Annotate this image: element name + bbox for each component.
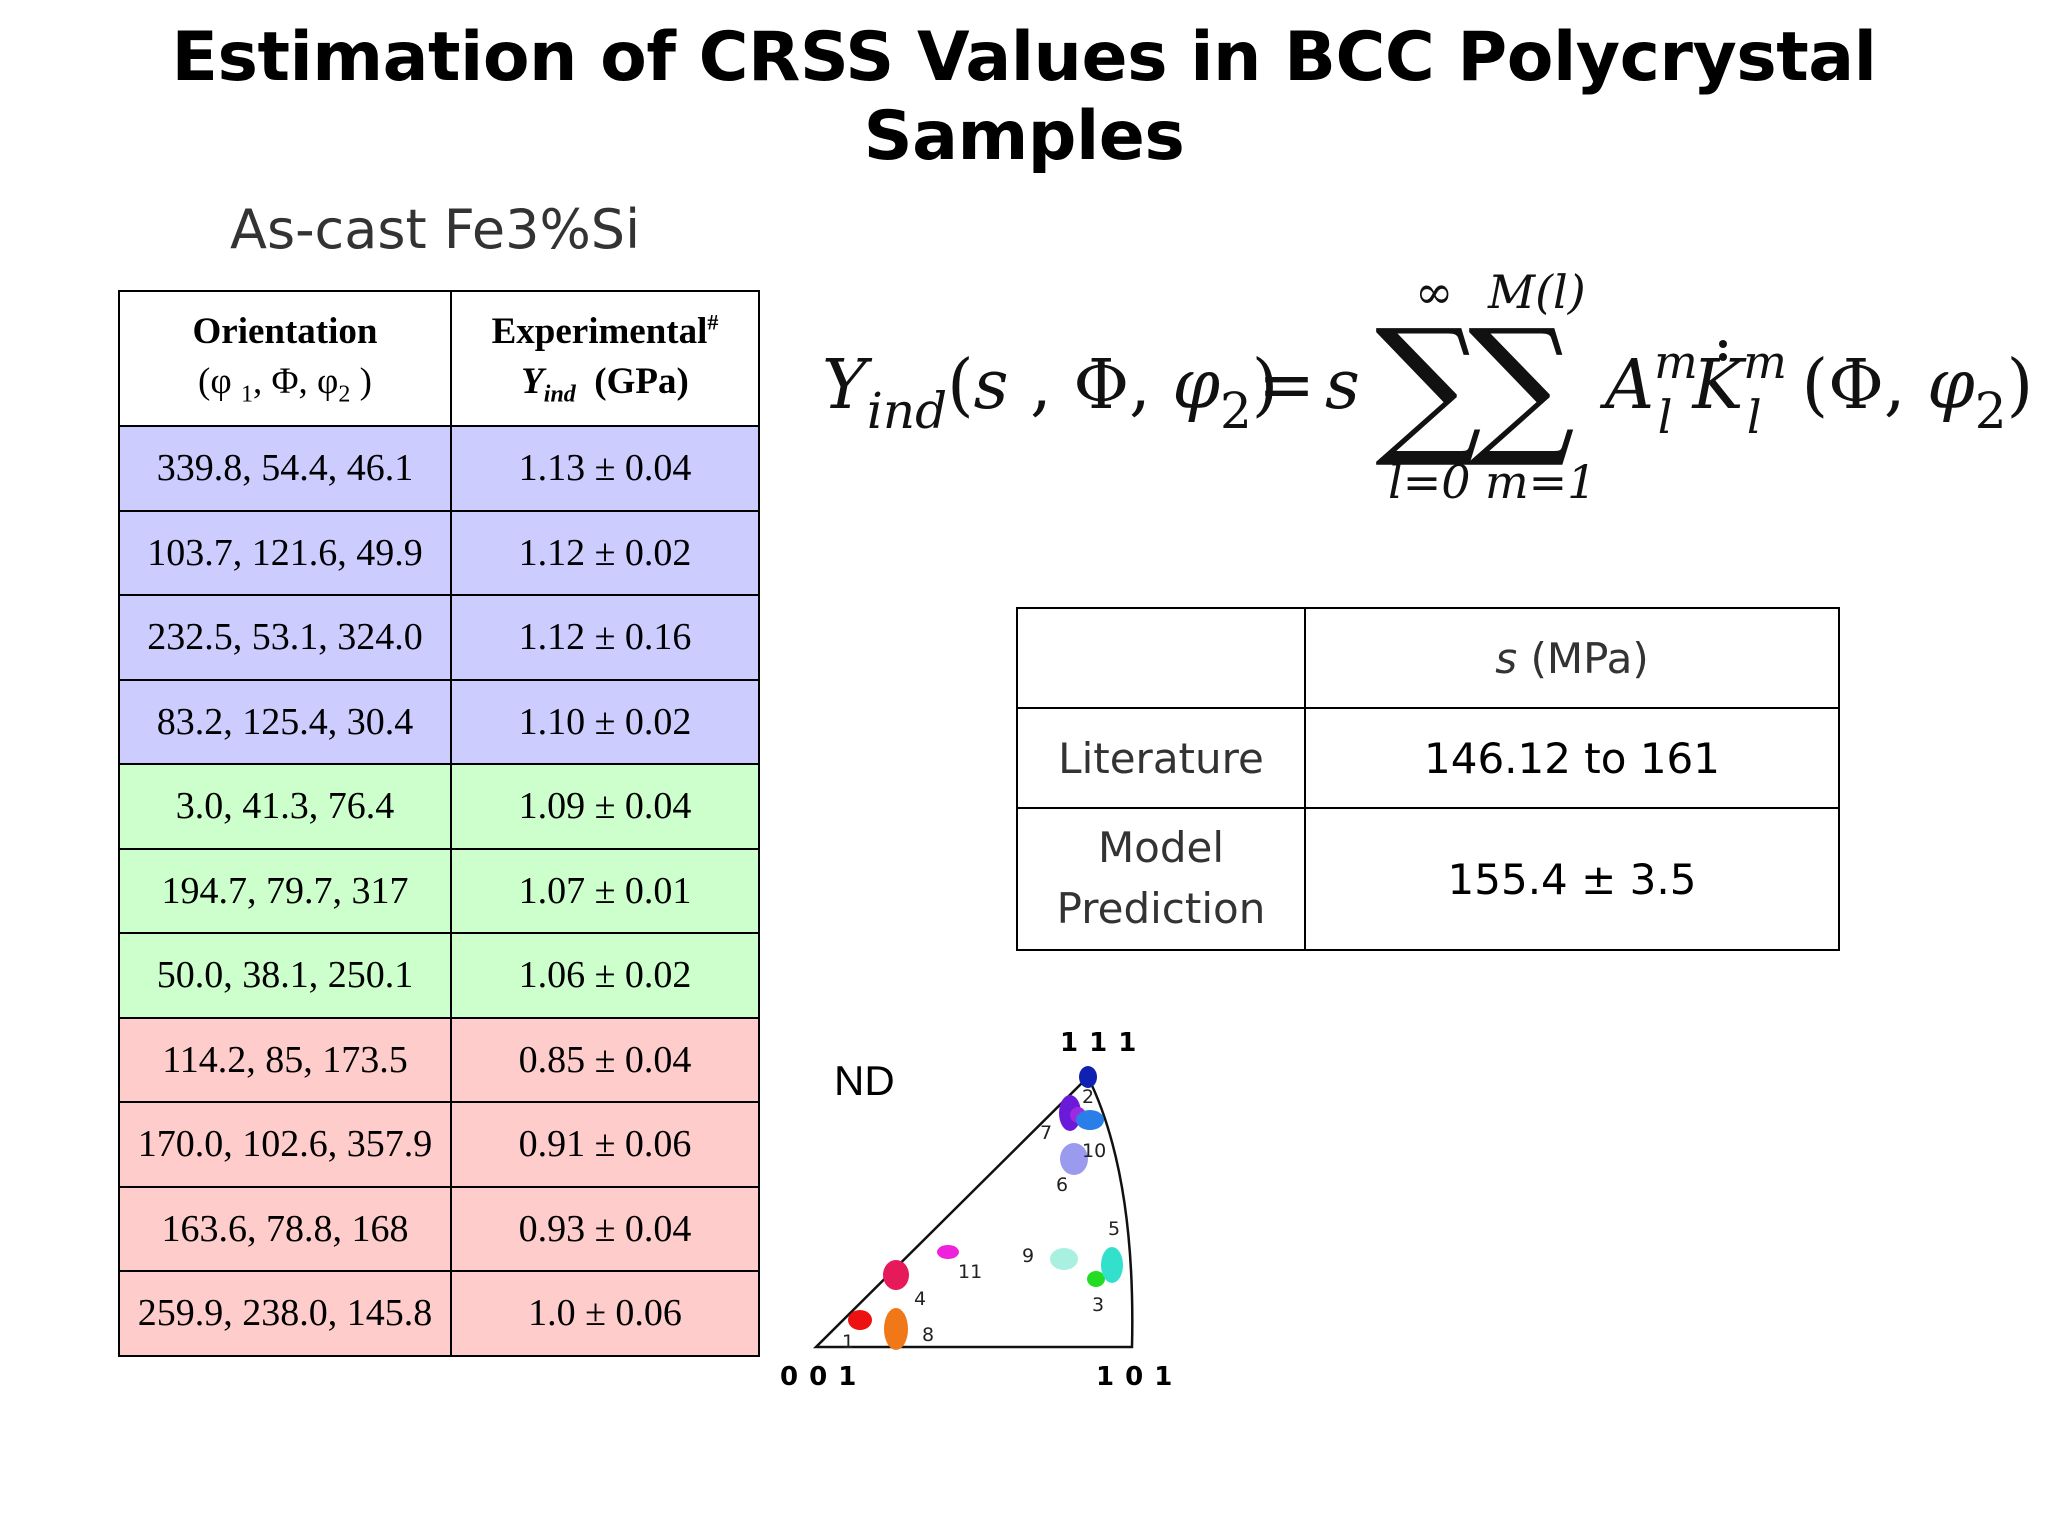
- ipf-point-cluster-5: [1101, 1247, 1123, 1283]
- table-row: 114.2, 85, 173.5 0.85 ± 0.04: [118, 1016, 760, 1103]
- ipf-point-cluster-4: [883, 1260, 909, 1290]
- inverse-pole-figure: ND 1 1 1 0 0 1 1 0 1 1 2 3 4 5 6 7 8 9 10 11: [780, 1028, 1173, 1392]
- sum-m-symbol: ∑: [1468, 298, 1575, 472]
- orientation-cell: 194.7, 79.7, 317: [118, 847, 452, 934]
- ipf-point-cluster-1: [848, 1310, 872, 1330]
- formula-equals: =: [1258, 346, 1315, 425]
- model-prediction-value: 155.4 ± 3.5: [1304, 807, 1840, 951]
- orientation-cell: 339.8, 54.4, 46.1: [118, 425, 452, 512]
- experimental-header: Experimental# Yind (GPa): [450, 290, 760, 427]
- ipf-point-label-3: 3: [1092, 1294, 1104, 1316]
- experimental-value-cell: 0.85 ± 0.04: [450, 1016, 760, 1103]
- literature-label: Literature: [1016, 707, 1306, 809]
- experimental-value-cell: 1.06 ± 0.02: [450, 932, 760, 1019]
- k-dot-top: [1719, 340, 1727, 348]
- model-prediction-label: Model Prediction: [1016, 807, 1306, 951]
- experimental-value-cell: 1.07 ± 0.01: [450, 847, 760, 934]
- ipf-point-cluster-10: [1076, 1110, 1104, 1130]
- table-row: 194.7, 79.7, 317 1.07 ± 0.01: [118, 847, 760, 934]
- sum-m-upper: M(l): [1487, 265, 1586, 319]
- ipf-point-label-6: 6: [1056, 1174, 1068, 1196]
- table-row: 83.2, 125.4, 30.4 1.10 ± 0.02: [118, 678, 760, 765]
- ipf-point-cluster-9: [1050, 1248, 1078, 1270]
- table-row: 163.6, 78.8, 168 0.93 ± 0.04: [118, 1185, 760, 1272]
- sum-l-symbol: ∑: [1375, 298, 1482, 472]
- formula-s: s: [1325, 346, 1360, 425]
- ipf-point-label-5: 5: [1108, 1218, 1120, 1240]
- orientation-cell: 114.2, 85, 173.5: [118, 1016, 452, 1103]
- ipf-point-cluster-6: [1060, 1143, 1088, 1175]
- experimental-value-cell: 1.12 ± 0.02: [450, 509, 760, 596]
- s-values-table: s (MPa) Literature 146.12 to 161 Model P…: [1016, 607, 1840, 951]
- table-row: 259.9, 238.0, 145.8 1.0 ± 0.06: [118, 1270, 760, 1357]
- ipf-corner-101: 1 0 1: [1096, 1362, 1173, 1392]
- experimental-value-cell: 1.13 ± 0.04: [450, 425, 760, 512]
- yield-formula: Yind(s , Φ, φ2) = s ∑ ∑ ∞ M(l) l=0 m=1 A…: [822, 265, 2033, 509]
- formula-lhs: Yind(s , Φ, φ2): [822, 346, 1278, 440]
- s-table-header-row: s (MPa): [1016, 607, 1840, 709]
- orientation-cell: 83.2, 125.4, 30.4: [118, 678, 452, 765]
- ipf-point-label-7: 7: [1040, 1122, 1052, 1144]
- table-row: 103.7, 121.6, 49.9 1.12 ± 0.02: [118, 509, 760, 596]
- orientation-header-title: Orientation: [192, 310, 378, 352]
- sum-m-lower: m=1: [1485, 455, 1596, 509]
- formula-rhs: Am l Km l (Φ, φ2): [1599, 335, 2033, 444]
- orientation-cell: 103.7, 121.6, 49.9: [118, 509, 452, 596]
- orientation-cell: 170.0, 102.6, 357.9: [118, 1101, 452, 1188]
- model-label-line2: Prediction: [1056, 884, 1266, 933]
- table-row: 170.0, 102.6, 357.9 0.91 ± 0.06: [118, 1101, 760, 1188]
- ipf-point-label-2: 2: [1082, 1086, 1094, 1108]
- k-dot-bottom: [1719, 353, 1727, 361]
- ipf-point-label-8: 8: [922, 1324, 934, 1346]
- ipf-corner-001: 0 0 1: [780, 1362, 857, 1392]
- ipf-point-label-1: 1: [842, 1331, 854, 1353]
- table-row: 339.8, 54.4, 46.1 1.13 ± 0.04: [118, 425, 760, 512]
- ipf-point-label-4: 4: [914, 1288, 926, 1310]
- ipf-points-layer: 1 2 3 4 5 6 7 8 9 10 11: [842, 1066, 1123, 1353]
- ipf-point-cluster-3: [1087, 1271, 1105, 1287]
- model-label-line1: Model: [1097, 823, 1225, 873]
- ipf-nd-label: ND: [834, 1057, 895, 1104]
- experimental-value-cell: 1.09 ± 0.04: [450, 763, 760, 850]
- s-table-header: s (MPa): [1304, 607, 1840, 709]
- ipf-point-label-11: 11: [958, 1261, 982, 1283]
- ipf-corner-111: 1 1 1: [1060, 1028, 1137, 1058]
- sample-label: As-cast Fe3%Si: [230, 198, 641, 261]
- orientation-cell: 259.9, 238.0, 145.8: [118, 1270, 452, 1357]
- table-row: 3.0, 41.3, 76.4 1.09 ± 0.04: [118, 763, 760, 850]
- experimental-header-title: Experimental#: [491, 309, 719, 352]
- orientation-cell: 3.0, 41.3, 76.4: [118, 763, 452, 850]
- table-row: 50.0, 38.1, 250.1 1.06 ± 0.02: [118, 932, 760, 1019]
- s-table-row-literature: Literature 146.12 to 161: [1016, 707, 1840, 809]
- orientation-header: Orientation (φ 1, Φ, φ2 ): [118, 290, 452, 427]
- ipf-point-cluster-8: [884, 1308, 908, 1350]
- ipf-point-label-9: 9: [1022, 1245, 1034, 1267]
- literature-value: 146.12 to 161: [1304, 707, 1840, 809]
- sum-l-lower: l=0: [1388, 455, 1471, 509]
- ipf-triangle-outline: [812, 1074, 1134, 1349]
- experimental-value-cell: 0.91 ± 0.06: [450, 1101, 760, 1188]
- orientation-header-angles: (φ 1, Φ, φ2 ): [198, 360, 372, 407]
- slide-title: Estimation of CRSS Values in BCC Polycry…: [171, 18, 1877, 176]
- experimental-value-cell: 0.93 ± 0.04: [450, 1185, 760, 1272]
- table-header-row: Orientation (φ 1, Φ, φ2 ) Experimental# …: [118, 290, 760, 427]
- experimental-value-cell: 1.12 ± 0.16: [450, 594, 760, 681]
- orientation-cell: 163.6, 78.8, 168: [118, 1185, 452, 1272]
- experimental-value-cell: 1.0 ± 0.06: [450, 1270, 760, 1357]
- orientation-cell: 232.5, 53.1, 324.0: [118, 594, 452, 681]
- ipf-point-label-10: 10: [1082, 1140, 1106, 1162]
- ipf-point-cluster-11: [937, 1245, 959, 1259]
- experimental-value-cell: 1.10 ± 0.02: [450, 678, 760, 765]
- ipf-point-cluster-111: [1079, 1066, 1097, 1088]
- s-table-row-model: Model Prediction 155.4 ± 3.5: [1016, 807, 1840, 951]
- table-row: 232.5, 53.1, 324.0 1.12 ± 0.16: [118, 594, 760, 681]
- orientation-cell: 50.0, 38.1, 250.1: [118, 932, 452, 1019]
- s-table-corner-cell: [1016, 607, 1306, 709]
- sum-l-upper: ∞: [1415, 265, 1453, 319]
- orientation-rows: 339.8, 54.4, 46.1 1.13 ± 0.04 103.7, 121.6…: [118, 425, 760, 1357]
- experimental-header-units: Yind (GPa): [521, 360, 689, 407]
- orientation-table: Orientation (φ 1, Φ, φ2 ) Experimental# …: [118, 290, 760, 1357]
